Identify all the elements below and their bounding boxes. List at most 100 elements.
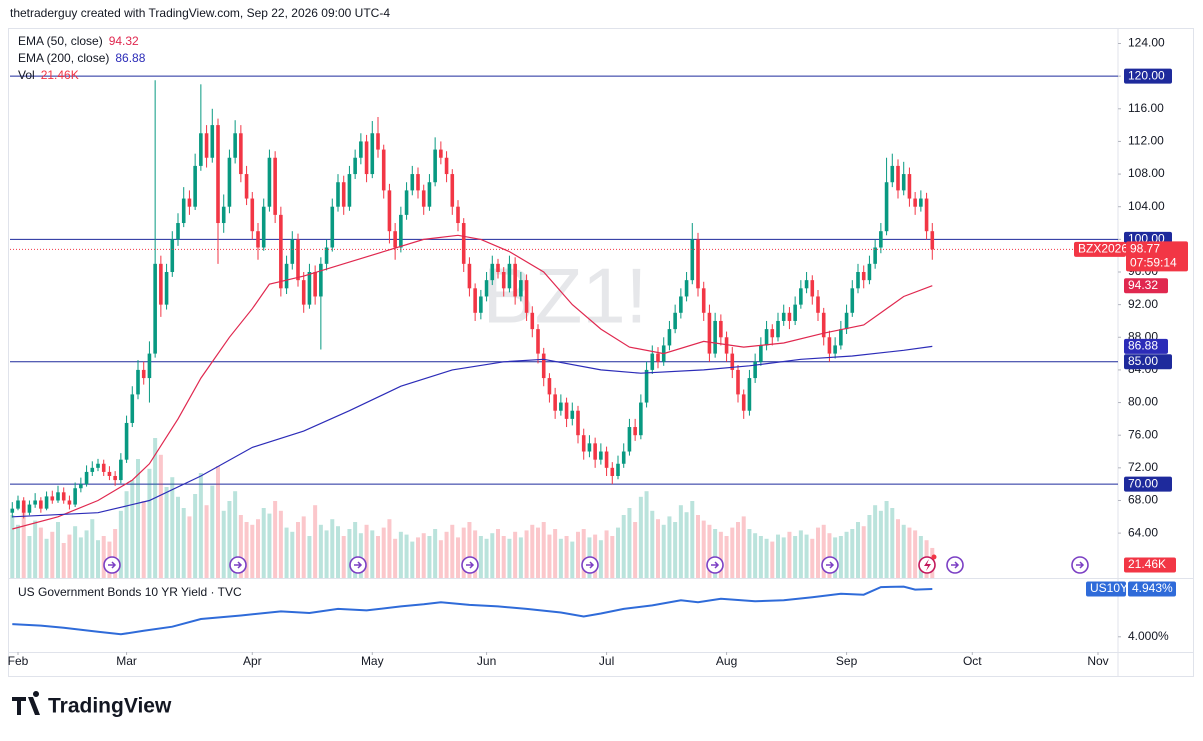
legend-name: EMA (50, close) bbox=[18, 34, 103, 48]
x-tick-label: Aug bbox=[716, 654, 737, 668]
axis-tag-box bbox=[1128, 581, 1176, 597]
last-price-label: 98.77 bbox=[1130, 242, 1160, 256]
volume-bar bbox=[27, 536, 32, 578]
candle-body bbox=[16, 500, 20, 509]
event-icon-bolt bbox=[924, 559, 931, 571]
volume-bar bbox=[530, 524, 535, 578]
volume-bar bbox=[884, 501, 889, 578]
candle-body bbox=[907, 174, 912, 199]
axis-tag-label: 120.00 bbox=[1128, 68, 1165, 82]
volume-bar bbox=[427, 536, 432, 578]
volume-bar bbox=[673, 522, 678, 578]
candle-body bbox=[279, 214, 283, 289]
candle-body bbox=[696, 239, 700, 289]
volume-bar bbox=[450, 524, 455, 578]
candle-body bbox=[924, 198, 929, 232]
volume-bar bbox=[878, 510, 883, 578]
volume-bar bbox=[158, 454, 163, 578]
x-tick-label: Jun bbox=[477, 654, 496, 668]
candle-body bbox=[376, 133, 380, 150]
event-icon-arrow bbox=[466, 561, 475, 569]
candle-body bbox=[210, 125, 215, 158]
candle-body bbox=[50, 496, 55, 501]
volume-bar bbox=[810, 538, 815, 578]
volume-bar bbox=[638, 496, 643, 578]
volume-bar bbox=[896, 519, 900, 578]
candle-body bbox=[621, 451, 626, 464]
legend-value: 86.88 bbox=[115, 51, 145, 65]
candle-body bbox=[44, 496, 49, 509]
volume-bar bbox=[84, 530, 89, 578]
y-tick-label: 76.00 bbox=[1128, 427, 1158, 441]
volume-bar bbox=[861, 526, 866, 578]
volume-bar bbox=[381, 527, 386, 578]
y-tick-label: 124.00 bbox=[1128, 36, 1165, 50]
volume-bar bbox=[387, 519, 392, 578]
candle-body bbox=[519, 280, 523, 297]
volume-bar bbox=[696, 515, 700, 578]
y-tick-label: 108.00 bbox=[1128, 166, 1165, 180]
volume-bar bbox=[44, 538, 49, 578]
volume-bar bbox=[650, 510, 655, 578]
axis-tag-box bbox=[1124, 338, 1168, 354]
event-icon-arrow bbox=[711, 561, 720, 569]
event-icon-arrow bbox=[234, 561, 243, 569]
candle-body bbox=[73, 488, 77, 505]
volume-bar bbox=[267, 513, 272, 578]
candle-body bbox=[850, 288, 855, 313]
volume-bar bbox=[850, 529, 855, 578]
candle-body bbox=[136, 369, 140, 395]
volume-bar bbox=[747, 529, 752, 578]
candle-body bbox=[524, 280, 529, 313]
ema-line bbox=[12, 234, 933, 530]
legend-value: 94.32 bbox=[109, 34, 139, 48]
candle-body bbox=[301, 280, 306, 305]
volume-bar bbox=[198, 473, 203, 578]
volume-bar bbox=[621, 515, 626, 578]
y-tick-label: 64.00 bbox=[1128, 525, 1158, 539]
candle-body bbox=[27, 504, 32, 513]
candle-body bbox=[559, 402, 563, 411]
candle-body bbox=[553, 394, 557, 411]
candle-body bbox=[724, 337, 729, 354]
volume-bar bbox=[176, 496, 180, 578]
header: thetraderguy created with TradingView.co… bbox=[10, 6, 390, 20]
volume-bar bbox=[684, 512, 689, 578]
countdown-label: 07:59:14 bbox=[1130, 256, 1177, 270]
volume-bar bbox=[21, 505, 26, 578]
candle-body bbox=[130, 394, 135, 423]
volume-bar bbox=[210, 485, 215, 578]
volume-bar bbox=[736, 522, 740, 578]
event-dot bbox=[931, 554, 937, 560]
volume-bar bbox=[50, 531, 55, 578]
volume-bar bbox=[821, 524, 826, 578]
candle-body bbox=[656, 353, 660, 362]
candle-body bbox=[781, 312, 786, 321]
volume-bar bbox=[113, 529, 118, 578]
candle-body bbox=[930, 231, 935, 250]
volume-bar bbox=[398, 531, 403, 578]
candle-body bbox=[307, 271, 312, 305]
volume-bar bbox=[90, 519, 95, 578]
volume-bar bbox=[164, 487, 169, 578]
axis-tag-label: 94.32 bbox=[1128, 278, 1158, 292]
candle-body bbox=[713, 320, 717, 354]
volume-bar bbox=[153, 438, 158, 578]
candle-body bbox=[341, 182, 346, 207]
volume-bar bbox=[216, 466, 220, 578]
candle-body bbox=[421, 190, 426, 207]
candle-body bbox=[204, 133, 209, 158]
volume-bar bbox=[856, 522, 860, 578]
event-icon-arrow bbox=[354, 561, 363, 569]
volume-bar bbox=[244, 522, 249, 578]
volume-bar bbox=[598, 540, 603, 578]
candle-body bbox=[61, 492, 66, 501]
x-tick-label: Sep bbox=[836, 654, 858, 668]
candle-body bbox=[581, 435, 586, 452]
volume-bar bbox=[496, 529, 500, 578]
volume-bar bbox=[38, 527, 43, 578]
candle-body bbox=[867, 263, 872, 281]
axis-tag-box bbox=[1124, 354, 1172, 370]
volume-bar bbox=[793, 536, 798, 578]
candle-body bbox=[919, 198, 923, 207]
